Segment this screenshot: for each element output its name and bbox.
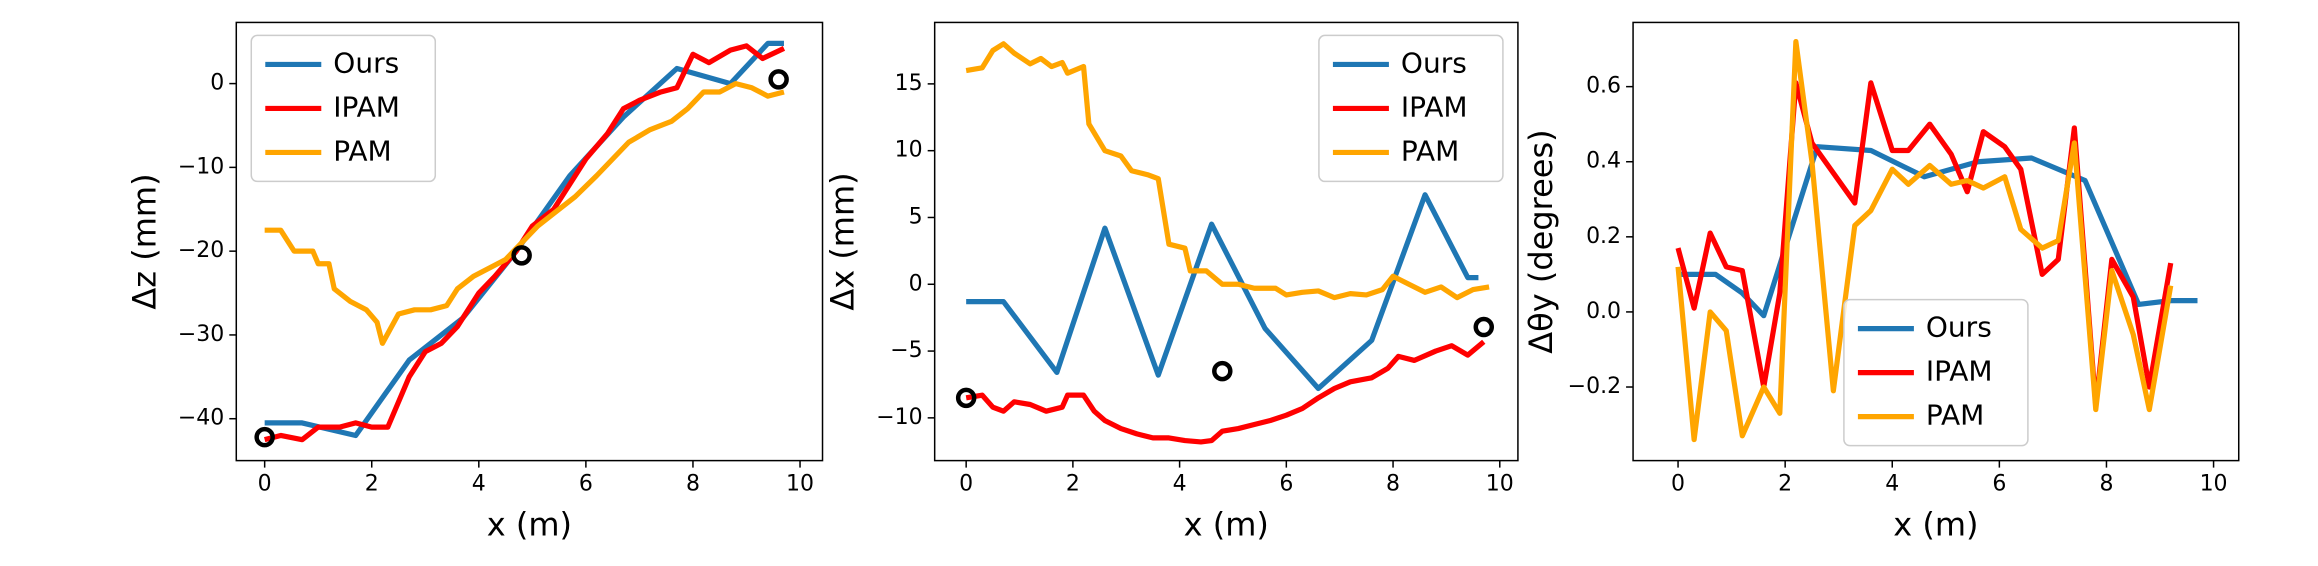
legend-label: IPAM <box>1926 355 1993 388</box>
subplot: 0 2 4 6 8 10 −40 −30 −20 −10 0 x (m) Δz (mm) Ours IPAM… <box>125 21 824 544</box>
series-line <box>965 41 1490 301</box>
y-tick-label: −5 <box>890 338 922 363</box>
marker-point <box>511 245 532 266</box>
x-axis-label: x (m) <box>1893 506 1978 544</box>
x-tick-label: 6 <box>1279 472 1293 497</box>
y-tick-label: 0.6 <box>1586 74 1621 99</box>
x-tick-label: 4 <box>472 472 486 497</box>
y-axis-label: Δx (mm) <box>824 172 862 310</box>
series-line <box>965 339 1486 445</box>
y-tick-label: −30 <box>178 322 224 347</box>
axes-frame <box>235 21 824 462</box>
x-tick-label: 0 <box>1671 472 1685 497</box>
x-axis-label: x (m) <box>1184 506 1269 544</box>
x-tick-label: 0 <box>258 472 272 497</box>
x-tick-label: 2 <box>1778 472 1792 497</box>
y-tick-label: 0.0 <box>1586 299 1621 324</box>
series-line <box>1675 38 2174 443</box>
legend-box <box>250 34 437 183</box>
legend-label: PAM <box>333 134 391 167</box>
series-line <box>264 80 785 346</box>
y-tick-label: 0 <box>909 271 923 296</box>
x-tick-label: 4 <box>1173 472 1187 497</box>
axes-frame <box>933 21 1519 462</box>
y-tick-label: 0.4 <box>1586 149 1621 174</box>
x-tick-label: 6 <box>579 472 593 497</box>
legend-label: Ours <box>333 46 399 79</box>
legend-box <box>1843 298 2029 447</box>
marker-point <box>1212 360 1233 382</box>
x-tick-label: 2 <box>1066 472 1080 497</box>
y-tick-label: 5 <box>909 204 923 229</box>
x-tick-label: 10 <box>786 472 814 497</box>
x-tick-label: 0 <box>959 472 973 497</box>
legend-label: IPAM <box>333 90 400 123</box>
x-axis-label: x (m) <box>487 506 572 544</box>
y-axis-label: Δz (mm) <box>125 173 163 309</box>
y-tick-label: 10 <box>895 138 923 163</box>
x-tick-label: 8 <box>1386 472 1400 497</box>
marker-point <box>1473 316 1495 338</box>
x-tick-label: 8 <box>686 472 700 497</box>
marker-point <box>955 387 977 409</box>
x-tick-label: 10 <box>2200 472 2228 497</box>
marker-point <box>768 69 789 90</box>
x-tick-label: 4 <box>1885 472 1899 497</box>
series-line <box>1678 144 2198 319</box>
legend-box <box>1318 34 1504 183</box>
y-tick-label: −10 <box>876 405 922 430</box>
legend-label: Ours <box>1926 311 1992 344</box>
series-line <box>264 40 784 439</box>
y-tick-label: −10 <box>178 154 224 179</box>
series-line <box>966 192 1479 392</box>
y-tick-label: 0 <box>210 71 224 96</box>
legend-label: IPAM <box>1401 90 1468 123</box>
y-axis-label: Δθy (degrees) <box>1522 129 1560 353</box>
x-tick-label: 2 <box>365 472 379 497</box>
y-tick-label: 15 <box>895 71 923 96</box>
legend-label: PAM <box>1926 399 1984 432</box>
legend-label: Ours <box>1401 46 1467 79</box>
subplot: 0 2 4 6 8 10 −0.2 0.0 0.2 0.4 0.6 x (m) Δθy (degrees… <box>1522 21 2240 544</box>
axes-frame <box>1632 21 2240 462</box>
x-tick-label: 10 <box>1486 472 1514 497</box>
y-tick-label: −20 <box>178 238 224 263</box>
x-tick-label: 6 <box>1992 472 2006 497</box>
subplot: 0 2 4 6 8 10 −10 −5 0 5 10 15 x (m) Δx (mm) Ours IPAM PA… <box>824 21 1519 544</box>
legend-label: PAM <box>1401 134 1459 167</box>
y-tick-label: 0.2 <box>1586 224 1621 249</box>
y-tick-label: −0.2 <box>1568 374 1621 399</box>
y-tick-label: −40 <box>178 406 224 431</box>
x-tick-label: 8 <box>2099 472 2113 497</box>
marker-point <box>254 426 275 448</box>
